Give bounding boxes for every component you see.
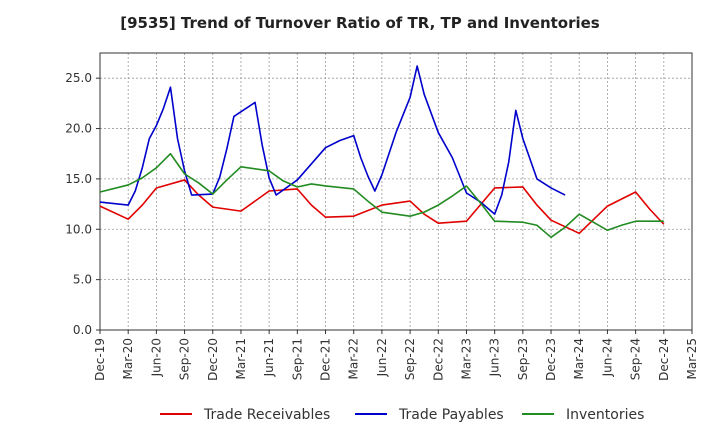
x-tick-label: Mar-21 [234, 338, 248, 379]
series-line-3 [99, 152, 664, 239]
x-tick-label: Dec-22 [431, 338, 445, 381]
x-tick-label: Sep-23 [516, 338, 530, 380]
x-tick-label: Jun-20 [149, 338, 163, 377]
x-tick-label: Sep-20 [178, 338, 192, 380]
x-tick-label: Dec-23 [544, 338, 558, 381]
x-tick-label: Mar-24 [572, 338, 586, 379]
x-tick-label: Jun-21 [262, 338, 276, 377]
x-tick-label: Dec-19 [93, 338, 107, 381]
series-line-2 [99, 65, 566, 215]
y-tick-label: 5.0 [73, 273, 92, 287]
x-tick-label: Jun-23 [488, 338, 502, 377]
y-tick-label: 20.0 [65, 122, 92, 136]
x-tick-label: Dec-24 [657, 338, 671, 381]
grid-layer [99, 53, 693, 331]
x-tick-label: Sep-21 [290, 338, 304, 380]
plot-area [100, 53, 692, 330]
x-tick-label: Jun-24 [600, 338, 614, 377]
x-tick-label: Sep-22 [403, 338, 417, 380]
legend: Trade Receivables Trade Payables Inventori… [160, 407, 644, 423]
y-tick-label: 0.0 [73, 323, 92, 337]
x-tick-label: Jun-22 [375, 338, 389, 377]
y-tick-label: 15.0 [65, 172, 92, 186]
x-tick-label: Mar-20 [121, 338, 135, 379]
x-tick-label: Dec-20 [206, 338, 220, 381]
legend-label: Trade Payables [398, 407, 504, 423]
y-tick-label: 10.0 [65, 222, 92, 236]
x-tick-label: Dec-21 [319, 338, 333, 381]
x-tick-label: Mar-22 [347, 338, 361, 379]
x-tick-label: Mar-25 [685, 338, 699, 379]
chart-title: [9535] Trend of Turnover Ratio of TR, TP… [120, 14, 600, 32]
series-layer [99, 65, 665, 239]
legend-label: Inventories [566, 407, 644, 423]
legend-label: Trade Receivables [203, 407, 330, 423]
y-tick-label: 25.0 [65, 71, 92, 85]
x-tick-label: Mar-23 [459, 338, 473, 379]
x-tick-label: Sep-24 [629, 338, 643, 380]
